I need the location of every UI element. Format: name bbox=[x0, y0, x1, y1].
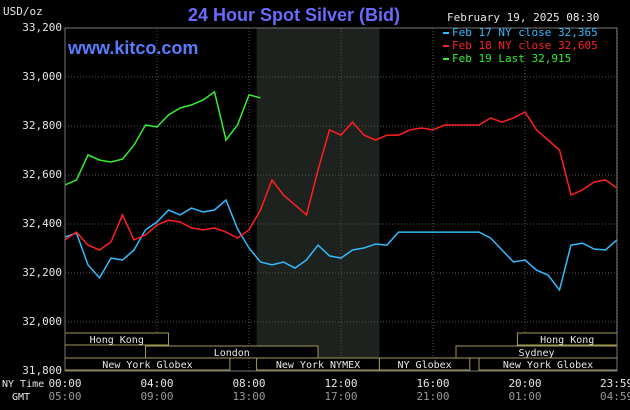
legend-label: Feb 19 Last 32,915 bbox=[452, 52, 571, 65]
x-tick-label: 08:00 bbox=[232, 377, 265, 390]
y-tick-label: 32,800 bbox=[22, 119, 62, 132]
legend-label: Feb 18 NY close 32,605 bbox=[452, 39, 598, 52]
session-label: New York Globex bbox=[503, 360, 593, 371]
y-tick-label: 32,000 bbox=[22, 315, 62, 328]
plot-frame bbox=[64, 27, 618, 372]
legend-label: Feb 17 NY close 32,365 bbox=[452, 26, 598, 39]
x2-tick-label: 17:00 bbox=[324, 390, 357, 403]
x-tick-label: 00:00 bbox=[48, 377, 81, 390]
x2-tick-label: 21:00 bbox=[416, 390, 449, 403]
x2-tick-label: 05:00 bbox=[48, 390, 81, 403]
y-tick-label: 31,800 bbox=[22, 364, 62, 377]
x2-tick-label: 09:00 bbox=[140, 390, 173, 403]
session-label: New York Globex bbox=[102, 360, 192, 371]
x-tick-label: 20:00 bbox=[508, 377, 541, 390]
source-label: www.kitco.com bbox=[67, 38, 198, 58]
y-tick-label: 33,200 bbox=[22, 21, 62, 34]
x2-axis-label: GMT bbox=[12, 392, 30, 403]
y-axis-label: USD/oz bbox=[3, 5, 43, 18]
chart-title: 24 Hour Spot Silver (Bid) bbox=[188, 5, 400, 25]
y-tick-label: 32,600 bbox=[22, 168, 62, 181]
session-bar bbox=[145, 345, 319, 359]
timestamp: February 19, 2025 08:30 bbox=[447, 11, 599, 24]
x-axis-label: NY Time bbox=[2, 379, 44, 390]
session-shade bbox=[256, 28, 380, 371]
x2-tick-label: 13:00 bbox=[232, 390, 265, 403]
x-tick-label: 04:00 bbox=[140, 377, 173, 390]
y-tick-label: 33,000 bbox=[22, 70, 62, 83]
session-label: NY Globex bbox=[398, 360, 452, 371]
series-line bbox=[64, 111, 618, 251]
series-line bbox=[64, 90, 261, 186]
x2-tick-label: 01:00 bbox=[508, 390, 541, 403]
y-tick-label: 32,200 bbox=[22, 266, 62, 279]
x-tick-label: 23:59 bbox=[600, 377, 630, 390]
session-label: Hong Kong bbox=[540, 335, 594, 346]
y-tick-label: 32,400 bbox=[22, 217, 62, 230]
session-label: Hong Kong bbox=[90, 335, 144, 346]
x-tick-label: 12:00 bbox=[324, 377, 357, 390]
x2-tick-label: 04:59 bbox=[600, 390, 630, 403]
x-tick-label: 16:00 bbox=[416, 377, 449, 390]
series-line bbox=[64, 198, 618, 292]
session-label: London bbox=[214, 348, 250, 359]
session-bar bbox=[378, 357, 471, 371]
session-label: New York NYMEX bbox=[276, 360, 360, 371]
session-label: Sydney bbox=[518, 348, 554, 359]
